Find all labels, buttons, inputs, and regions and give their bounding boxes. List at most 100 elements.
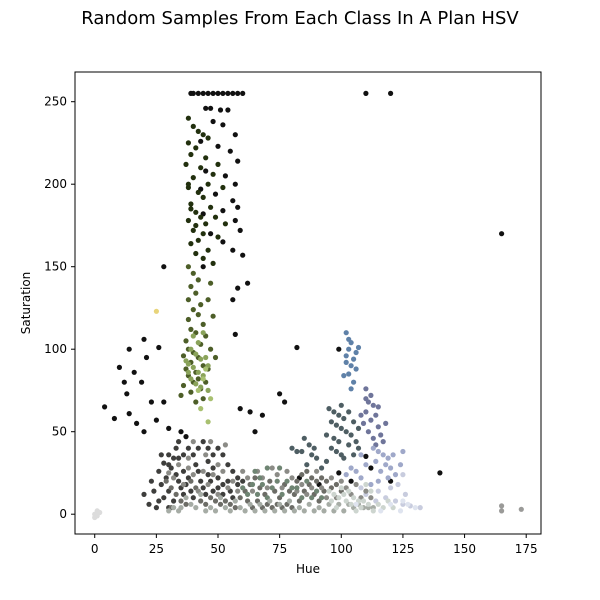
- data-point: [190, 495, 196, 501]
- data-point: [102, 404, 108, 410]
- data-point: [388, 501, 394, 507]
- data-point: [341, 415, 347, 422]
- data-point: [237, 406, 243, 412]
- data-point: [210, 260, 216, 266]
- data-point: [257, 475, 263, 481]
- data-point: [518, 506, 524, 512]
- data-point: [210, 465, 216, 471]
- data-point: [232, 181, 238, 187]
- x-axis-ticks: 0 25 50 75 100 125 150 175: [91, 534, 538, 556]
- data-point: [309, 452, 315, 458]
- data-point: [400, 448, 406, 455]
- data-point: [385, 475, 391, 481]
- data-point: [363, 409, 369, 415]
- data-point: [232, 331, 238, 337]
- data-point: [203, 221, 209, 227]
- data-point: [323, 432, 330, 438]
- data-point: [208, 495, 214, 501]
- data-point: [247, 501, 253, 507]
- data-point: [390, 452, 396, 458]
- data-point: [153, 505, 159, 511]
- data-point: [353, 501, 359, 507]
- chart-title: Random Samples From Each Class In A Plan…: [81, 8, 519, 29]
- data-point: [291, 508, 297, 514]
- data-point: [259, 412, 265, 418]
- data-point: [240, 485, 246, 491]
- data-point: [195, 277, 201, 283]
- data-point: [163, 478, 169, 484]
- data-point: [370, 435, 376, 441]
- data-point: [200, 231, 206, 237]
- data-point: [141, 336, 147, 342]
- data-point: [193, 381, 199, 387]
- data-point: [232, 217, 238, 224]
- data-point: [252, 468, 258, 474]
- data-point: [203, 155, 209, 161]
- data-point: [499, 231, 505, 237]
- data-point: [198, 478, 204, 484]
- data-point: [257, 501, 263, 507]
- data-point: [183, 161, 189, 167]
- data-point: [304, 491, 310, 497]
- data-point: [178, 498, 184, 504]
- x-tick-label: 25: [149, 542, 164, 556]
- data-point: [353, 508, 359, 514]
- data-point: [121, 379, 127, 385]
- data-point: [353, 366, 359, 372]
- data-point: [208, 346, 214, 352]
- data-point: [388, 90, 394, 96]
- data-point: [274, 478, 280, 484]
- data-point: [341, 491, 347, 497]
- data-point: [338, 402, 344, 408]
- data-point: [338, 425, 344, 431]
- data-point: [230, 90, 236, 96]
- data-point: [294, 448, 300, 455]
- data-point: [230, 468, 236, 474]
- data-point: [242, 508, 248, 514]
- data-point: [314, 478, 320, 484]
- data-point: [116, 364, 122, 370]
- data-point: [351, 452, 357, 458]
- data-point: [212, 508, 219, 514]
- data-point: [195, 189, 201, 195]
- data-point: [346, 371, 352, 377]
- data-point: [328, 445, 334, 451]
- data-point: [289, 475, 295, 481]
- data-point: [225, 478, 231, 484]
- data-point: [208, 439, 214, 445]
- data-point: [183, 338, 189, 344]
- data-point: [301, 508, 307, 514]
- data-point: [388, 485, 394, 491]
- data-point: [348, 465, 354, 471]
- data-point: [269, 465, 275, 471]
- data-point: [190, 472, 196, 478]
- data-point: [203, 508, 209, 514]
- data-point: [341, 373, 347, 379]
- data-point: [249, 488, 256, 494]
- x-tick-label: 125: [391, 542, 414, 556]
- data-point: [392, 498, 399, 504]
- data-point: [205, 387, 211, 393]
- data-point: [215, 485, 221, 491]
- data-point: [171, 475, 177, 481]
- data-point: [212, 498, 219, 504]
- data-point: [363, 90, 369, 96]
- data-point: [212, 214, 219, 220]
- data-point: [176, 455, 182, 461]
- data-point: [190, 227, 196, 233]
- data-point: [193, 351, 199, 357]
- data-point: [319, 485, 325, 491]
- data-point: [190, 333, 196, 339]
- data-point: [328, 419, 334, 425]
- data-point: [348, 501, 354, 507]
- data-point: [240, 468, 246, 474]
- data-point: [240, 478, 246, 484]
- x-tick-label: 175: [515, 542, 538, 556]
- data-point: [252, 508, 258, 514]
- data-point: [180, 481, 187, 488]
- data-point: [148, 399, 154, 405]
- data-point: [190, 364, 196, 370]
- data-point: [220, 208, 226, 214]
- data-point: [363, 386, 369, 392]
- data-point: [343, 353, 349, 359]
